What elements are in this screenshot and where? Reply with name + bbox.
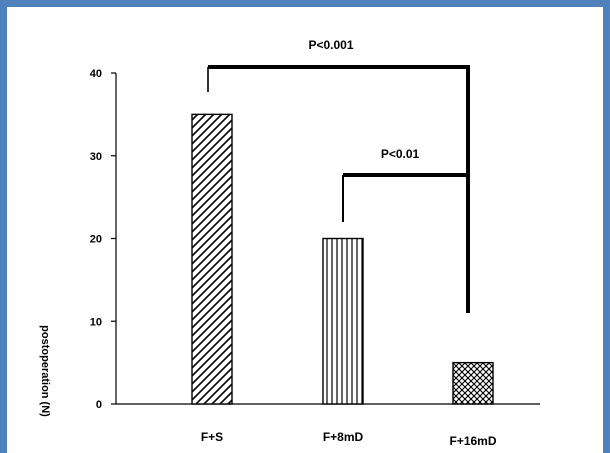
x-tick-label: F+S [201,430,223,444]
y-tick-label: 0 [96,399,102,411]
significance-brackets: P<0.001 P<0.01 [207,38,470,313]
x-tick-labels: F+S F+8mD F+16mD [201,430,497,448]
bar-2 [322,237,364,405]
y-tick-label: 30 [90,151,102,163]
y-tick-label: 40 [90,68,102,80]
significance-label: P<0.001 [308,38,353,52]
y-tick-label: 10 [90,316,102,328]
y-axis-label: postoperation (N) [39,325,51,417]
bar-1 [191,113,233,405]
y-ticks: 0 10 20 30 40 [90,68,116,411]
significance-label: P<0.01 [381,147,420,161]
y-tick-label: 20 [90,234,102,246]
x-tick-label: F+16mD [449,434,496,448]
bar-3 [452,361,494,405]
bars [191,113,494,405]
x-tick-label: F+8mD [323,430,364,444]
